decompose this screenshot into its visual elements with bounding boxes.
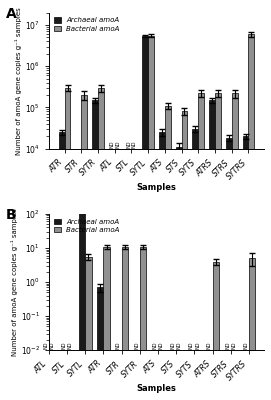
Bar [215,93,221,400]
Bar [140,246,146,400]
Bar [249,34,254,400]
Text: ND: ND [116,342,121,350]
Text: ND: ND [231,342,236,350]
Text: ND: ND [50,342,55,350]
Bar [59,132,64,400]
Bar [232,93,238,400]
Text: ND: ND [115,140,120,148]
Bar [92,100,98,400]
Legend: Archaeal amoA, Bacterial amoA: Archaeal amoA, Bacterial amoA [52,218,121,234]
Text: ND: ND [195,342,200,350]
X-axis label: Samples: Samples [137,183,176,192]
Text: ND: ND [126,140,131,148]
Text: ND: ND [159,342,164,350]
Bar [148,36,154,400]
Text: ND: ND [177,342,182,350]
Bar [98,88,104,400]
Bar [249,258,255,400]
Text: ND: ND [243,342,248,350]
Bar [85,257,92,400]
Bar [226,138,232,400]
Bar [142,36,148,400]
Bar [79,204,85,400]
Text: ND: ND [189,342,194,350]
Bar [81,95,87,400]
Bar [159,132,165,400]
Bar [176,147,182,400]
Text: ND: ND [134,342,139,350]
Bar [243,136,249,400]
Text: ND: ND [109,140,114,148]
Bar [75,158,81,400]
Bar [165,106,171,400]
Bar [198,93,204,400]
Bar [64,88,70,400]
Bar [212,262,219,400]
Text: B: B [6,208,17,222]
Y-axis label: Number of amoA gene copies g⁻¹ samples: Number of amoA gene copies g⁻¹ samples [15,7,22,154]
Bar [122,246,128,400]
X-axis label: Samples: Samples [137,384,176,393]
Bar [104,246,110,400]
Text: ND: ND [132,140,137,148]
Text: ND: ND [225,342,230,350]
Text: ND: ND [152,342,157,350]
Bar [182,112,188,400]
Text: ND: ND [170,342,176,350]
Bar [97,287,104,400]
Bar [209,100,215,400]
Y-axis label: Number of amoA gene copies g⁻¹ samples: Number of amoA gene copies g⁻¹ samples [11,208,18,356]
Text: ND: ND [68,342,73,350]
Bar [192,129,198,400]
Text: ND: ND [62,342,66,350]
Text: ND: ND [43,342,48,350]
Text: ND: ND [207,342,212,350]
Text: A: A [6,7,17,21]
Legend: Archaeal amoA, Bacterial amoA: Archaeal amoA, Bacterial amoA [52,16,121,33]
